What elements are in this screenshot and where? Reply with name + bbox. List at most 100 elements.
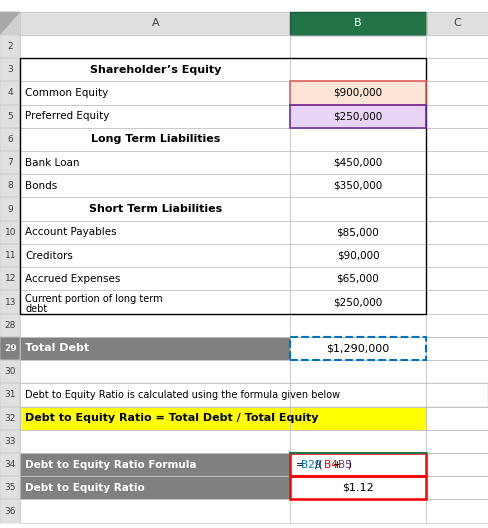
Bar [426,58,488,81]
Bar [20,453,290,476]
Text: 4: 4 [7,88,13,98]
Bar [20,35,290,58]
Bar [20,476,290,499]
Bar [20,407,290,430]
Text: C: C [453,18,461,28]
Bar [20,81,290,105]
Bar [426,407,488,430]
Text: 30: 30 [4,367,16,376]
Bar [290,81,426,105]
Bar [290,337,426,360]
Bar [0,174,20,197]
Bar [290,58,426,81]
Bar [426,128,488,151]
Bar [290,151,426,174]
Text: 12: 12 [4,274,16,284]
Bar [290,174,426,197]
Bar [290,267,426,290]
Bar [290,407,426,430]
Bar [20,267,290,290]
Bar [20,476,290,499]
Bar [0,105,20,128]
Bar [290,407,426,430]
Bar [426,337,488,360]
Bar [290,81,426,105]
Bar [290,476,426,499]
Bar [0,35,20,58]
Bar [20,151,290,174]
Bar [290,383,426,407]
Bar [290,174,426,197]
Text: 33: 33 [4,437,16,446]
Bar [0,244,20,267]
Bar [20,337,290,360]
Bar [290,476,426,499]
Bar [290,337,426,360]
Bar [426,383,488,407]
Text: 6: 6 [7,135,13,144]
Bar [290,244,426,267]
Text: +: + [333,460,342,469]
Bar [20,105,290,128]
Bar [20,58,426,314]
Bar [20,267,290,290]
Bar [20,407,290,430]
Text: $1.12: $1.12 [342,483,374,493]
Bar [0,81,20,105]
Text: Accrued Expenses: Accrued Expenses [25,274,121,284]
Bar [20,383,488,407]
Bar [290,244,426,267]
Bar [290,453,426,476]
Bar [0,197,20,221]
Text: ): ) [347,460,351,469]
Text: $250,000: $250,000 [333,297,383,307]
Bar [20,430,290,453]
Bar [0,35,20,58]
Bar [290,58,426,81]
Text: Debt to Equity Ratio is calculated using the formula given below: Debt to Equity Ratio is calculated using… [25,390,341,400]
Bar [20,128,290,151]
Text: 2: 2 [7,42,13,51]
Bar [20,81,290,105]
Bar [426,244,488,267]
Bar [290,290,426,314]
Bar [290,105,426,128]
Bar [20,128,290,151]
Bar [426,499,488,523]
Bar [20,290,290,314]
Bar [20,197,290,221]
Bar [20,453,290,476]
Bar [0,383,20,407]
Bar [290,81,426,105]
Bar [290,476,426,499]
Bar [426,58,488,81]
Text: $85,000: $85,000 [337,228,379,237]
Bar [0,290,20,314]
Text: $90,000: $90,000 [337,251,379,260]
Bar [290,337,426,360]
Bar [0,383,20,407]
Bar [426,360,488,383]
Bar [0,453,20,476]
Bar [290,197,426,221]
Bar [426,476,488,499]
Bar [290,499,426,523]
Text: 32: 32 [4,413,16,423]
Text: =: = [296,460,305,469]
Bar [0,430,20,453]
Text: $1,290,000: $1,290,000 [326,344,389,353]
Bar [20,407,426,430]
Bar [426,244,488,267]
Bar [20,337,290,360]
Bar [20,430,290,453]
Text: Debt to Equity Ratio: Debt to Equity Ratio [25,483,145,493]
Bar [20,407,426,430]
Bar [426,197,488,221]
Text: 11: 11 [4,251,16,260]
Bar [0,337,20,360]
Bar [290,314,426,337]
Bar [20,35,290,58]
Bar [0,151,20,174]
Text: $900,000: $900,000 [333,88,383,98]
Bar [426,81,488,105]
